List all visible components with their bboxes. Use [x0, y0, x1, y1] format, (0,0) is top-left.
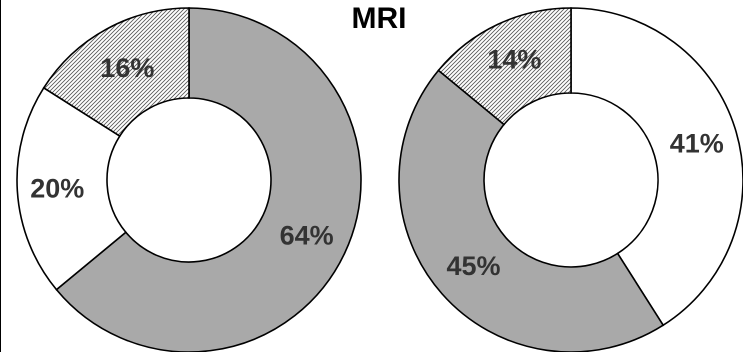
donut-2-slice-3-label: 14% [487, 45, 541, 75]
donut-2-slice-2 [398, 69, 665, 352]
donut-1-slice-2 [16, 86, 127, 291]
donut-1-slice-1-label: 64% [280, 220, 334, 250]
donut-1-slice-3-label: 16% [100, 53, 154, 83]
donut-1-slice-2-label: 20% [30, 173, 84, 203]
donut-2-slice-2-label: 45% [446, 251, 500, 281]
donut-2-slice-1 [570, 7, 743, 327]
chart-title: MRI [352, 2, 407, 35]
donut-1-slice-3 [42, 7, 190, 138]
donut-chart-2: 41% 45% 14% [398, 7, 743, 352]
donut-chart-1: 64% 20% 16% [16, 7, 362, 352]
donut-2-slice-1-label: 41% [670, 128, 724, 158]
donut-1-slice-1 [55, 7, 362, 352]
donut-2-slice-3 [437, 7, 572, 126]
